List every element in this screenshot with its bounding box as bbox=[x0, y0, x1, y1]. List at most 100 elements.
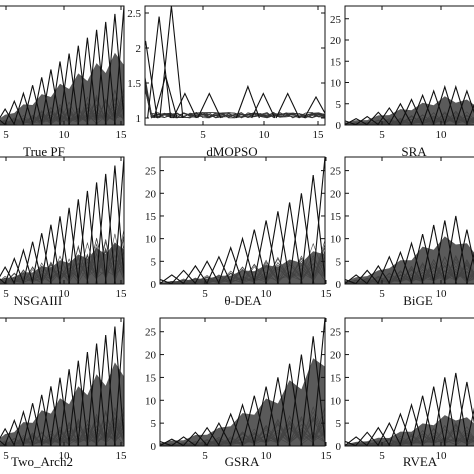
y-tick-label: 15 bbox=[145, 372, 157, 384]
y-tick-label: 0 bbox=[151, 441, 157, 453]
filled-band bbox=[345, 236, 474, 284]
peak-line bbox=[206, 421, 232, 446]
peak-line bbox=[377, 255, 402, 284]
peak-line bbox=[95, 21, 116, 125]
panel-5: 5 10 15 0 5 10 15 20 25 θ-DEA bbox=[145, 156, 332, 308]
peak-line bbox=[253, 220, 279, 284]
peak-line bbox=[104, 165, 124, 284]
series-line bbox=[345, 117, 474, 125]
panel-title: θ-DEA bbox=[224, 293, 262, 308]
peak-line bbox=[253, 386, 279, 446]
peak-line bbox=[31, 77, 52, 125]
series-line bbox=[345, 256, 474, 284]
peak-line bbox=[194, 260, 220, 284]
series-line bbox=[0, 259, 124, 284]
series-line bbox=[0, 103, 124, 125]
peak-line bbox=[170, 436, 197, 446]
peak-line bbox=[312, 157, 325, 284]
y-tick-label: 20 bbox=[330, 188, 342, 200]
y-tick-label: 1 bbox=[136, 113, 142, 125]
peak-line bbox=[22, 403, 43, 446]
peak-line bbox=[95, 335, 116, 446]
y-tick-label: 25 bbox=[330, 166, 342, 178]
peak-line bbox=[399, 98, 424, 125]
axes-frame bbox=[144, 5, 326, 126]
series-line bbox=[345, 254, 474, 284]
peak-line bbox=[465, 407, 474, 446]
filled-band bbox=[160, 251, 325, 284]
panel-title: Two_Arch2 bbox=[11, 454, 73, 469]
peak-line bbox=[13, 409, 34, 446]
peak-line bbox=[345, 440, 357, 446]
peak-line bbox=[68, 360, 89, 446]
peak-line bbox=[31, 394, 52, 446]
peak-line bbox=[58, 207, 80, 284]
y-tick-label: 20 bbox=[145, 188, 157, 200]
panel-title: True PF bbox=[23, 144, 65, 159]
panel-title: dMOPSO bbox=[206, 144, 257, 159]
series-line bbox=[345, 259, 474, 284]
peak-line bbox=[0, 265, 16, 284]
peak-line bbox=[86, 182, 107, 284]
y-tick-label: 0 bbox=[336, 120, 342, 132]
spike-line bbox=[275, 92, 300, 119]
plot-area bbox=[145, 6, 325, 119]
peak-line bbox=[113, 318, 124, 446]
spike-line bbox=[145, 40, 158, 119]
panel-2: 5 10 15 1 1.5 2 2.5 dMOPSO bbox=[127, 5, 326, 159]
panel-title: SRA bbox=[401, 144, 427, 159]
filled-band bbox=[160, 358, 325, 446]
x-tick-label: 10 bbox=[59, 450, 71, 462]
peak-line bbox=[288, 354, 315, 446]
y-tick-label: 0 bbox=[336, 441, 342, 453]
peak-line bbox=[182, 264, 209, 284]
series-line bbox=[160, 257, 325, 284]
peak-line bbox=[465, 104, 474, 125]
peak-line bbox=[217, 412, 244, 446]
axes-frame bbox=[0, 317, 125, 447]
peak-line bbox=[366, 264, 391, 284]
peak-line bbox=[366, 426, 391, 446]
peak-line bbox=[454, 381, 474, 446]
x-tick-label: 5 bbox=[200, 129, 206, 141]
axes-frame bbox=[159, 317, 326, 447]
peak-line bbox=[312, 318, 325, 446]
peak-line bbox=[113, 157, 124, 284]
peak-line bbox=[432, 84, 457, 125]
peak-line bbox=[229, 402, 256, 446]
y-tick-label: 5 bbox=[336, 418, 342, 430]
peak-line bbox=[388, 250, 413, 284]
panel-title: BiGE bbox=[403, 293, 433, 308]
panel-7: 5 10 15 Two_Arch2 bbox=[0, 317, 127, 469]
y-tick-label: 15 bbox=[330, 211, 342, 223]
spike-line bbox=[153, 73, 178, 119]
x-tick-label: 5 bbox=[379, 129, 385, 141]
y-tick-label: 5 bbox=[151, 256, 157, 268]
peak-line bbox=[399, 241, 424, 284]
peak-line bbox=[22, 241, 43, 284]
peak-line bbox=[86, 343, 107, 446]
axes-frame bbox=[0, 156, 125, 285]
plot-area bbox=[345, 215, 474, 284]
peak-line bbox=[77, 352, 98, 446]
peak-line bbox=[241, 395, 268, 446]
x-tick-label: 5 bbox=[202, 450, 208, 462]
y-tick-label: 1.5 bbox=[127, 78, 141, 90]
x-tick-label: 10 bbox=[59, 129, 71, 141]
series-line bbox=[345, 269, 474, 284]
peak-line bbox=[421, 386, 446, 446]
axes-frame bbox=[159, 156, 326, 285]
x-tick-label: 5 bbox=[3, 129, 9, 141]
y-tick-label: 15 bbox=[330, 372, 342, 384]
series-line bbox=[0, 97, 124, 125]
y-tick-label: 5 bbox=[336, 99, 342, 111]
peak-line bbox=[229, 236, 256, 284]
y-tick-label: 25 bbox=[145, 327, 157, 339]
spike-line bbox=[172, 92, 197, 119]
panel-title: NSGAIII bbox=[14, 293, 62, 308]
peak-line bbox=[77, 37, 98, 125]
peak-line bbox=[49, 216, 71, 284]
x-tick-label: 5 bbox=[379, 288, 385, 300]
x-tick-label: 10 bbox=[436, 450, 448, 462]
plot-area bbox=[0, 157, 124, 284]
